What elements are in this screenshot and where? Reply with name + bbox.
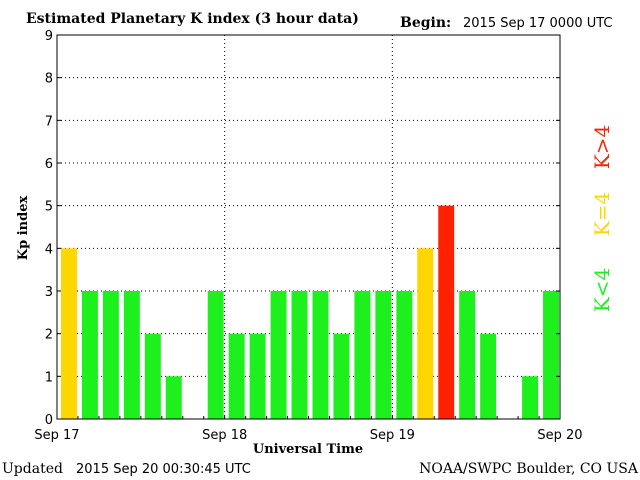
legend-equal: K=4 [590,192,614,236]
kp-bar [144,333,161,419]
begin-value: 2015 Sep 17 0000 UTC [463,16,613,31]
kp-bar [522,376,539,419]
kp-bar [438,205,455,419]
y-tick-label: 2 [45,328,53,343]
x-tick-label: Sep 17 [34,428,79,443]
kp-bar [417,248,434,419]
kp-bar [543,291,559,419]
kp-bar [81,291,98,419]
chart-title: Estimated Planetary K index (3 hour data… [26,11,359,27]
kp-bar [333,333,350,419]
x-axis-label: Universal Time [253,442,363,457]
y-tick-label: 4 [45,242,53,257]
kp-bar [354,291,371,419]
kp-bar [459,291,476,419]
kp-bar [228,333,245,419]
kp-bar [61,248,77,419]
y-tick-label: 0 [45,413,53,428]
y-tick-label: 6 [45,157,53,172]
kp-bar [396,291,413,419]
x-tick-label: Sep 20 [537,428,582,443]
y-axis-label: Kp index [16,196,31,261]
kp-bar [123,291,140,419]
plot-frame [56,34,561,420]
plot-area: 0 1 2 3 4 5 6 7 8 9 Sep 17 Sep 18 Sep 19 Sep 20 [34,29,582,443]
kp-bar [249,333,266,419]
kp-bar [207,291,224,419]
source-credit: NOAA/SWPC Boulder, CO USA [419,461,639,477]
y-tick-label: 7 [45,114,53,129]
kp-bar [270,291,287,419]
y-tick-label: 3 [45,285,53,300]
begin-label: Begin: [400,15,451,31]
kp-bar [165,376,182,419]
legend-below: K<4 [590,268,614,312]
y-tick-label: 1 [45,370,53,385]
y-tick-label: 8 [45,72,53,87]
kp-bar [312,291,329,419]
updated-label: Updated [2,461,63,477]
updated-value: 2015 Sep 20 00:30:45 UTC [76,462,251,477]
y-tick-label: 5 [45,200,53,215]
x-tick-label: Sep 19 [370,428,415,443]
y-tick-label: 9 [45,29,53,44]
kp-bar [375,291,392,419]
kp-bar [291,291,308,419]
x-tick-label: Sep 18 [202,428,247,443]
kp-bar [480,333,497,419]
legend-above: K>4 [590,125,614,169]
kp-bar [102,291,119,419]
